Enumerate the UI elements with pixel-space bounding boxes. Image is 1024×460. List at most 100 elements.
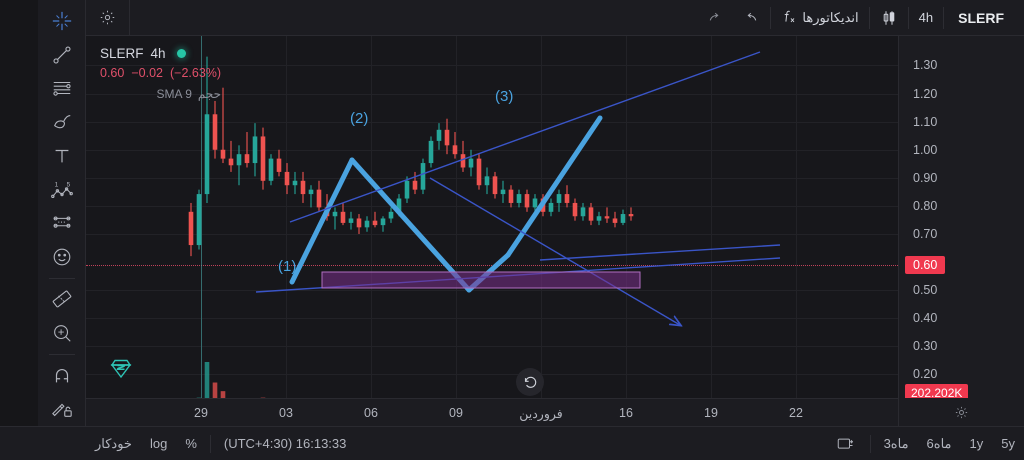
price-series <box>188 56 634 398</box>
patterns-tool[interactable] <box>43 207 81 239</box>
wave-label[interactable]: (2) <box>350 110 369 127</box>
volume-bar <box>220 391 226 398</box>
candle-body <box>244 154 250 164</box>
chart-settings-button[interactable] <box>86 0 130 36</box>
fib-retracement-tool[interactable] <box>43 72 81 104</box>
candle-body <box>476 158 482 186</box>
grid-line-h <box>86 346 898 347</box>
auto-scale-button[interactable]: خودکار <box>95 435 132 451</box>
percent-scale-button[interactable]: % <box>185 436 197 451</box>
candle-body <box>300 180 306 195</box>
candle-body <box>404 180 410 199</box>
candle-body <box>364 220 370 228</box>
crosshair-vertical-line <box>201 36 202 398</box>
candle-body <box>372 220 378 226</box>
status-divider-2 <box>869 434 871 453</box>
wave-label[interactable]: (3) <box>495 88 514 105</box>
top-toolbar: اندیکاتورها 4h SLERF <box>86 0 1024 36</box>
toolbar-divider <box>770 6 772 29</box>
price-tick: 1.30 <box>913 58 938 72</box>
candle-body <box>484 176 490 186</box>
price-tick: 0.30 <box>913 339 938 353</box>
drawing-lock-tool[interactable] <box>43 394 81 426</box>
candle-body <box>332 211 338 217</box>
candle-body <box>356 218 362 228</box>
price-axis[interactable]: 1.30 1.20 1.10 1.00 0.90 0.80 0.70 0.50 0.40 0.30… <box>898 36 1024 402</box>
symbol-button[interactable]: SLERF <box>958 9 1004 26</box>
bottom-left-gutter <box>0 426 86 460</box>
indicators-label: اندیکاتورها <box>802 9 859 25</box>
candle-body <box>628 214 634 217</box>
candle-body <box>556 194 562 203</box>
emoji-tool[interactable] <box>43 241 81 273</box>
volume-bar <box>212 382 218 398</box>
redo-button[interactable] <box>696 0 733 36</box>
log-scale-button[interactable]: log <box>149 436 168 451</box>
crosshair-tool[interactable] <box>43 5 81 37</box>
candle-body <box>260 136 266 181</box>
price-tick: 0.70 <box>913 227 938 241</box>
time-tick: 16 <box>619 406 633 420</box>
wave-label[interactable]: (1) <box>278 258 297 275</box>
elliott-wave-tool[interactable]: 1 5 <box>43 174 81 206</box>
price-tick: 1.00 <box>913 143 938 157</box>
candle-body <box>516 194 522 203</box>
zoom-in-tool[interactable] <box>43 317 81 349</box>
time-axis[interactable]: 29 03 06 09 فروردین 16 19 22 <box>86 398 898 426</box>
svg-text:1: 1 <box>54 182 58 189</box>
candle-body <box>252 136 258 164</box>
candle-body <box>436 129 442 141</box>
chart-type-button[interactable] <box>870 0 908 36</box>
candle-body <box>308 189 314 195</box>
toolbar-divider-2 <box>868 6 870 29</box>
range-button[interactable]: 3ماه <box>883 435 909 451</box>
toolbar-divider-2 <box>48 354 75 355</box>
candle-body <box>508 189 514 203</box>
price-tick: 1.20 <box>913 87 938 101</box>
time-tick: فروردین <box>519 407 563 421</box>
drawing-toolbar: 1 5 <box>38 0 86 460</box>
undo-button[interactable] <box>733 0 770 36</box>
time-tick: 09 <box>449 406 463 420</box>
candle-body <box>412 180 418 190</box>
measure-tool[interactable] <box>43 284 81 316</box>
indicators-button[interactable]: اندیکاتورها <box>771 0 868 36</box>
candle-body <box>340 211 346 223</box>
toolbar-divider <box>48 277 75 279</box>
candle-body <box>428 140 434 164</box>
clock-label: (UTC+4:30) 16:13:33 <box>223 436 347 451</box>
brush-tool[interactable] <box>43 106 81 138</box>
candle-body <box>492 176 498 195</box>
grid-line-v <box>796 36 797 398</box>
chart-canvas[interactable]: (1) (2) (3) SLERF 4h 0.60 −0.02 (−2.63%) ح… <box>86 36 898 398</box>
range-button[interactable]: 5y <box>1001 436 1015 451</box>
candle-body <box>532 198 538 208</box>
text-tool[interactable] <box>43 140 81 172</box>
candle-body <box>188 211 194 246</box>
interval-button[interactable]: 4h <box>909 0 943 36</box>
gem-icon[interactable] <box>106 354 136 384</box>
svg-text:5: 5 <box>66 182 70 189</box>
candle-body <box>548 202 554 212</box>
candle-body <box>396 198 402 212</box>
reset-chart-button[interactable] <box>516 368 544 396</box>
candle-body <box>324 207 330 217</box>
candle-body <box>228 158 234 166</box>
price-tick: 0.50 <box>913 283 938 297</box>
grid-line-h <box>86 374 898 375</box>
candle-body <box>268 158 274 181</box>
candle-body <box>564 194 570 203</box>
range-button-group: 3ماه 6ماه 1y 5y <box>875 427 1024 460</box>
trend-line-tool[interactable] <box>43 39 81 71</box>
price-axis-settings-button[interactable] <box>898 398 1024 426</box>
magnet-tool[interactable] <box>43 360 81 392</box>
candle-body <box>236 154 242 166</box>
range-button[interactable]: 1y <box>969 436 984 451</box>
replay-icon[interactable] <box>824 427 866 460</box>
toolbar-divider-3 <box>907 6 909 29</box>
candle-body <box>580 207 586 217</box>
candle-body <box>572 202 578 217</box>
range-button[interactable]: 6ماه <box>926 435 952 451</box>
candle-body <box>444 129 450 146</box>
time-tick: 29 <box>194 406 208 420</box>
